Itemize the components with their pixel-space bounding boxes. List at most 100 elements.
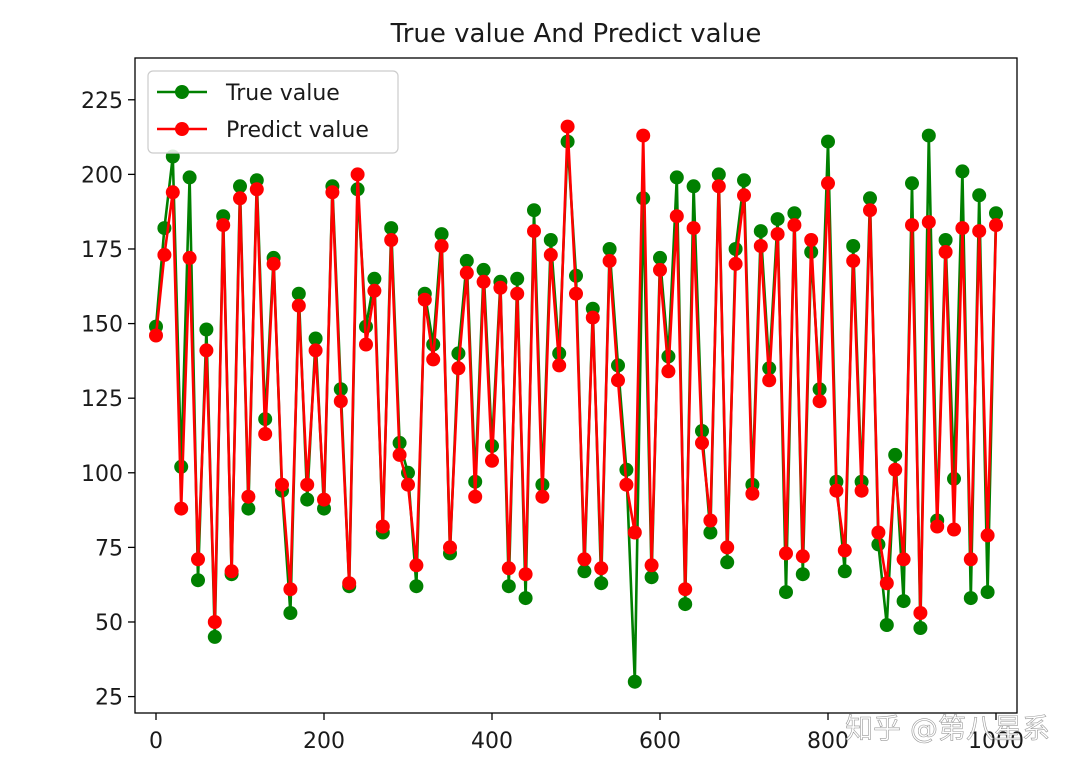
- data-point: [384, 233, 399, 247]
- data-point: [577, 552, 592, 567]
- data-point: [989, 218, 1003, 233]
- y-tick-label: 225: [81, 89, 123, 114]
- data-point: [770, 212, 785, 227]
- data-point: [779, 585, 793, 600]
- data-point: [779, 546, 793, 561]
- data-point: [510, 271, 525, 286]
- data-point: [476, 262, 491, 277]
- data-point: [753, 224, 768, 239]
- data-point: [308, 331, 323, 346]
- data-point: [543, 233, 558, 247]
- data-point: [275, 477, 289, 492]
- data-point: [594, 576, 609, 591]
- data-point: [560, 119, 575, 134]
- data-point: [829, 483, 844, 498]
- legend-box: [147, 70, 399, 154]
- data-point: [451, 361, 466, 376]
- data-point: [594, 561, 609, 576]
- data-point: [846, 253, 861, 268]
- y-tick-label: 200: [81, 163, 123, 188]
- data-point: [795, 567, 810, 582]
- y-tick-label: 100: [81, 462, 123, 487]
- data-point: [804, 233, 819, 247]
- data-point: [947, 471, 961, 486]
- data-point: [737, 188, 751, 203]
- watermark-text: 知乎 @第八星系: [845, 712, 1050, 745]
- data-point: [921, 128, 936, 143]
- data-point: [938, 245, 953, 259]
- data-point: [233, 191, 247, 206]
- x-tick-label: 0: [149, 729, 163, 754]
- data-point: [669, 209, 684, 224]
- data-point: [518, 567, 533, 582]
- data-point: [669, 170, 684, 185]
- data-point: [283, 606, 298, 620]
- data-point: [821, 176, 835, 191]
- x-tick-label: 600: [639, 729, 681, 754]
- data-point: [199, 343, 214, 358]
- data-point: [485, 453, 499, 468]
- data-point: [821, 134, 835, 149]
- data-point: [182, 170, 197, 185]
- data-point: [602, 253, 617, 268]
- data-point: [947, 522, 961, 537]
- data-point: [728, 256, 743, 271]
- chart-title: True value And Predict value: [390, 19, 762, 49]
- data-point: [846, 239, 861, 253]
- data-point: [585, 310, 600, 325]
- data-point: [627, 674, 642, 689]
- data-point: [401, 477, 415, 492]
- data-point: [695, 435, 709, 450]
- data-point: [879, 576, 894, 591]
- data-point: [854, 483, 869, 498]
- data-point: [384, 221, 399, 236]
- data-point: [510, 286, 525, 301]
- data-point: [686, 221, 701, 236]
- data-point: [703, 525, 718, 540]
- series-layer: [149, 119, 1003, 689]
- y-tick-label: 25: [95, 686, 123, 711]
- data-point: [191, 552, 205, 567]
- data-point: [989, 206, 1003, 221]
- data-point: [653, 262, 667, 277]
- data-point: [711, 167, 726, 182]
- data-point: [913, 621, 928, 635]
- data-point: [518, 591, 533, 606]
- data-point: [921, 215, 936, 230]
- data-point: [317, 492, 331, 507]
- data-point: [359, 337, 373, 352]
- data-point: [627, 525, 642, 540]
- data-point: [837, 564, 852, 579]
- plot-area-frame: [134, 57, 1018, 714]
- data-point: [199, 322, 214, 337]
- data-point: [888, 447, 903, 462]
- data-point: [527, 203, 541, 218]
- y-tick-label: 125: [81, 387, 123, 412]
- data-point: [963, 552, 978, 567]
- data-point: [619, 477, 634, 492]
- legend-marker: [175, 122, 189, 136]
- data-point: [149, 328, 163, 343]
- data-point: [888, 462, 903, 477]
- data-point: [300, 477, 315, 492]
- data-point: [577, 564, 592, 579]
- legend: True value Predict value: [147, 70, 399, 154]
- data-point: [459, 265, 474, 280]
- x-tick-label: 800: [807, 729, 849, 754]
- data-point: [443, 540, 457, 555]
- data-point: [795, 549, 810, 564]
- data-point: [476, 274, 491, 289]
- x-tick-label: 1000: [968, 729, 1024, 754]
- data-point: [216, 218, 231, 233]
- data-point: [737, 173, 751, 188]
- data-point: [770, 227, 785, 242]
- data-point: [258, 427, 273, 441]
- data-point: [787, 206, 802, 221]
- data-point: [291, 298, 306, 313]
- data-point: [207, 629, 222, 644]
- y-tick-label: 175: [81, 238, 123, 263]
- data-point: [762, 373, 777, 388]
- data-point: [686, 179, 701, 194]
- data-point: [367, 283, 382, 298]
